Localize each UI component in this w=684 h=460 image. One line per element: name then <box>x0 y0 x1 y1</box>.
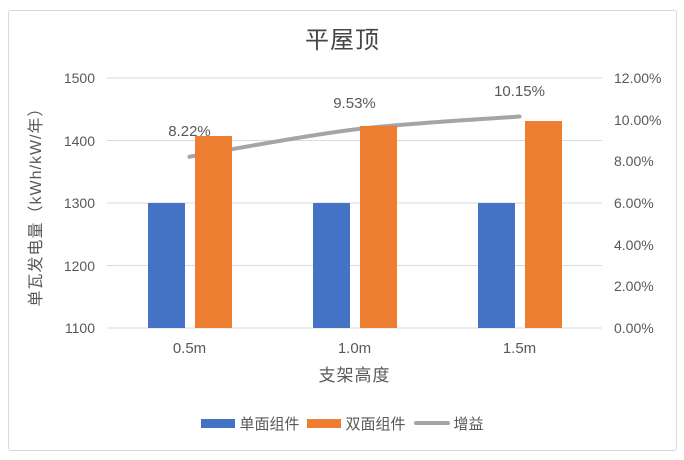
secondary-axis-tick-12: 12.00% <box>614 70 662 86</box>
secondary-axis-tick-2: 2.00% <box>614 278 654 295</box>
legend-item-double-module: 双面组件 <box>307 413 406 434</box>
legend-label-single-module: 单面组件 <box>239 415 300 433</box>
x-axis-category-0.5m: 0.5m <box>172 340 207 357</box>
gain-data-label-0.5m: 8.22% <box>168 122 211 140</box>
legend-swatch-single-module <box>201 418 236 428</box>
secondary-axis-tick-8: 8.00% <box>614 153 654 170</box>
x-axis-title: 支架高度 <box>318 366 391 385</box>
bar-single-module-1.5m <box>477 203 515 328</box>
legend: 单面组件 双面组件 增益 <box>8 413 677 434</box>
y-axis-tick-1400: 1400 <box>63 132 95 149</box>
chart-title: 平屋顶 <box>305 27 380 54</box>
gain-data-label-1.5m: 10.15% <box>494 82 545 100</box>
y-axis-tick-1100: 1100 <box>64 320 95 336</box>
bar-double-module-0.5m <box>194 136 232 328</box>
y-axis-tick-1200: 1200 <box>63 257 95 274</box>
y-axis-tick-1500: 1500 <box>63 70 95 86</box>
secondary-axis-tick-0: 0.00% <box>614 320 654 336</box>
x-axis-category-1.5m: 1.5m <box>502 340 537 357</box>
legend-swatch-double-module <box>307 418 342 428</box>
x-axis-category-1.0m: 1.0m <box>337 340 372 357</box>
secondary-axis-tick-4: 4.00% <box>614 236 654 253</box>
bar-single-module-1.0m <box>312 203 350 328</box>
bar-single-module-0.5m <box>147 203 185 328</box>
legend-label-gain: 增益 <box>453 415 484 433</box>
gain-data-label-1.0m: 9.53% <box>333 95 376 113</box>
secondary-axis-tick-10: 10.00% <box>614 111 662 128</box>
legend-item-single-module: 单面组件 <box>201 413 299 434</box>
legend-label-double-module: 双面组件 <box>345 415 406 433</box>
legend-swatch-gain <box>413 421 450 425</box>
bar-double-module-1.0m <box>359 125 397 328</box>
bar-double-module-1.5m <box>524 120 562 328</box>
y-axis-title: 单瓦发电量（kWh/kW/年） <box>28 99 45 307</box>
gain-line <box>187 114 522 159</box>
secondary-axis-tick-6: 6.00% <box>614 195 654 211</box>
y-axis-tick-1300: 1300 <box>63 195 95 211</box>
legend-item-gain: 增益 <box>413 413 484 434</box>
